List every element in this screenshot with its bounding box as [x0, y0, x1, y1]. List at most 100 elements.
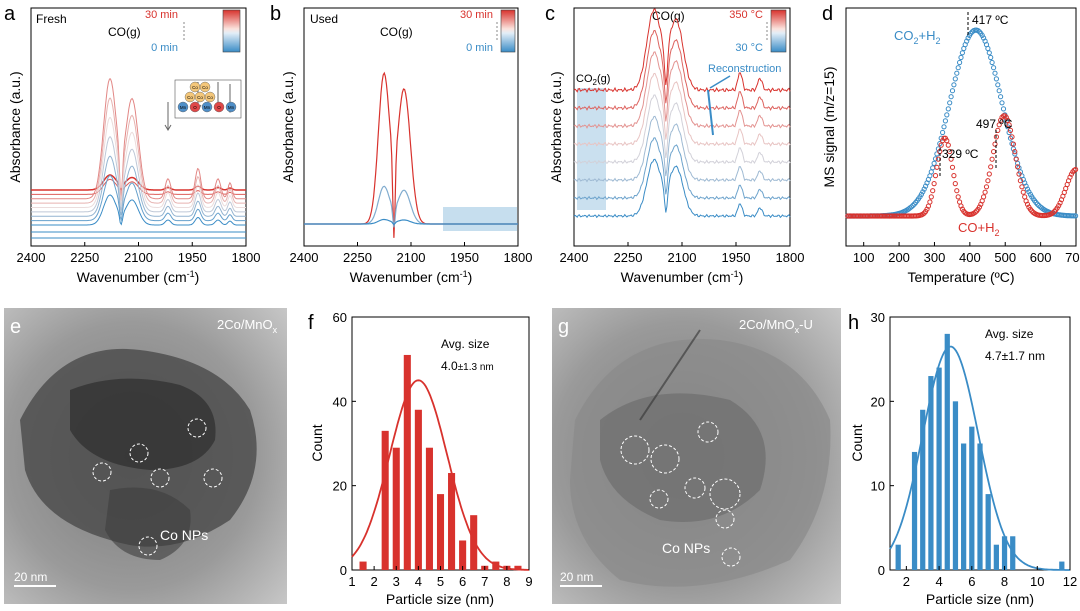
histogram-bar [359, 561, 367, 570]
x-tick-label: 7 [481, 574, 488, 589]
x-tick-label: 2400 [17, 250, 46, 265]
spectrum-line [573, 137, 791, 201]
nanoparticle-markers [92, 418, 223, 556]
data-point [910, 202, 916, 209]
data-point [988, 164, 994, 170]
inset-atom [201, 101, 213, 113]
x-axis-title: Temperature (ºC) [907, 269, 1014, 285]
co2-label: CO2(g) [576, 73, 610, 87]
data-point [942, 118, 949, 124]
inset-atom-label: Co [207, 95, 213, 100]
data-point [947, 148, 953, 155]
histogram-bar [952, 401, 959, 570]
tem-particle [600, 393, 766, 522]
histogram-bar [381, 430, 389, 570]
data-point [955, 65, 961, 71]
np-label: Co NPs [160, 527, 208, 543]
histogram-bar [969, 426, 975, 570]
data-point [951, 173, 957, 179]
y-tick-label: 40 [333, 394, 347, 409]
data-point [930, 165, 936, 171]
y-axis-title: Absorbance (a.u.) [280, 71, 296, 182]
histogram-bar [392, 447, 400, 570]
spectrum-line [31, 117, 246, 208]
particle-marker [649, 489, 669, 509]
inset-atom-label: O [217, 105, 221, 110]
tem-particle [105, 487, 191, 560]
data-point [996, 122, 1002, 128]
data-point [996, 88, 1002, 94]
data-point [934, 164, 940, 170]
avg-title: Avg. size [441, 337, 490, 351]
panel-d: d 417 ºC 497 ºC 329 ºC CO2+H2 CO+H2 100 2… [821, 3, 1080, 285]
x-tick-label: 2400 [560, 250, 589, 265]
data-point [1016, 171, 1022, 177]
histogram-bar [403, 354, 411, 570]
particle-marker [138, 536, 158, 556]
color-scale [222, 9, 241, 53]
spectrum-line [573, 72, 791, 147]
scale-top-label: 30 min [145, 9, 178, 21]
spectra-curves [573, 8, 791, 219]
peak-label: 417 ºC [972, 13, 1009, 27]
data-point [991, 65, 997, 71]
color-scale [500, 9, 516, 53]
gaussian-fit [889, 345, 1070, 571]
histogram-bar [977, 443, 983, 570]
inset-frame [174, 79, 242, 119]
plot-frame [845, 7, 1077, 247]
data-point [932, 173, 939, 179]
data-point [908, 204, 915, 210]
particle-marker [203, 468, 223, 488]
scale-bottom-label: 30 °C [735, 42, 763, 54]
spectrum-line [31, 174, 246, 191]
x-tick-label: 12 [1063, 574, 1077, 589]
spectrum-line [573, 51, 791, 129]
data-point [959, 50, 966, 56]
y-tick-label: 20 [333, 479, 347, 494]
histogram-bar [993, 544, 999, 570]
spectra-curves [31, 78, 246, 239]
histogram-bar [961, 443, 967, 570]
histogram-bar [1001, 536, 1008, 570]
panel-letter: b [270, 3, 281, 25]
x-axis-ticks: 2400 2250 2100 1950 1800 [290, 242, 532, 265]
spectrum-line [573, 158, 791, 219]
x-tick-label: 400 [959, 250, 981, 265]
histogram-bar [448, 473, 456, 570]
data-point [1012, 149, 1018, 155]
inset-atom-label: Co [197, 95, 203, 100]
y-tick-label: 20 [871, 394, 885, 409]
x-tick-label: 100 [853, 250, 875, 265]
data-point [941, 124, 947, 130]
x-tick-label: 3 [393, 574, 400, 589]
data-point [932, 156, 939, 162]
y-axis-title: MS signal (m/z=15) [821, 67, 837, 188]
x-tick-label: 2 [903, 574, 910, 589]
data-point [1026, 189, 1032, 195]
data-point [1000, 106, 1007, 112]
data-point [1012, 151, 1018, 157]
data-point [949, 88, 956, 94]
data-point [921, 186, 927, 192]
panel-h: h 2 4 6 8 10 12 0 10 20 30 Avg. size 4.7±1.7 nm P… [848, 310, 1077, 607]
inset-atom-label: Mn [204, 105, 211, 110]
histogram-bar [1059, 561, 1065, 570]
particle-marker [697, 421, 719, 443]
data-point [1056, 203, 1062, 209]
scale-top-label: 350 °C [729, 9, 763, 21]
inset-atom-label: Mn [228, 105, 235, 110]
x-tick-label: 2100 [668, 250, 697, 265]
particle-marker [721, 547, 741, 567]
histogram-bar [514, 565, 522, 570]
panel-letter: c [545, 3, 555, 25]
data-point [989, 156, 995, 162]
panel-e: e 2Co/MnOx Co NPs 20 nm [4, 308, 287, 604]
data-point [999, 100, 1005, 106]
panel-letter: a [4, 3, 16, 25]
panel-letter: f [308, 312, 314, 334]
data-point [993, 134, 1000, 140]
particle-marker [187, 418, 207, 438]
panel-b: b Used CO(g) 30 min 0 min 2400 2250 2100 19… [270, 3, 532, 285]
